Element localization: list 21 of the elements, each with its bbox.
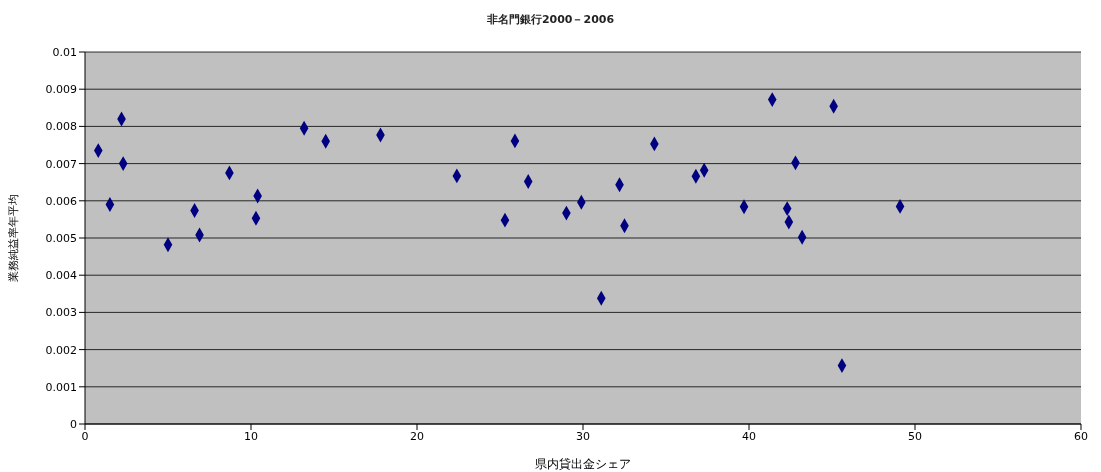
y-tick-label: 0.01 xyxy=(52,45,77,59)
y-tick-label: 0.008 xyxy=(45,120,77,134)
x-tick-label: 40 xyxy=(742,429,756,443)
y-tick-label: 0.005 xyxy=(45,231,77,245)
x-tick-label: 30 xyxy=(576,429,590,443)
y-tick-label: 0.001 xyxy=(45,380,77,394)
x-tick-label: 50 xyxy=(908,429,922,443)
x-tick-label: 60 xyxy=(1074,429,1088,443)
x-tick-label: 0 xyxy=(81,429,89,443)
y-tick-label: 0 xyxy=(70,417,77,431)
y-tick-label: 0.003 xyxy=(45,306,77,320)
y-tick-label: 0.009 xyxy=(45,83,77,97)
y-tick-label: 0.006 xyxy=(45,194,77,208)
y-tick-label: 0.007 xyxy=(45,157,77,171)
x-tick-label: 20 xyxy=(410,429,424,443)
chart-title: 非名門銀行2000－2006 xyxy=(485,12,616,28)
y-tick-label: 0.004 xyxy=(45,269,77,283)
x-axis-title: 県内貸出金シェア xyxy=(535,457,631,471)
x-tick-label: 10 xyxy=(244,429,258,443)
y-axis-title: 業務純益率年平均 xyxy=(6,194,20,282)
y-tick-label: 0.002 xyxy=(45,343,77,357)
